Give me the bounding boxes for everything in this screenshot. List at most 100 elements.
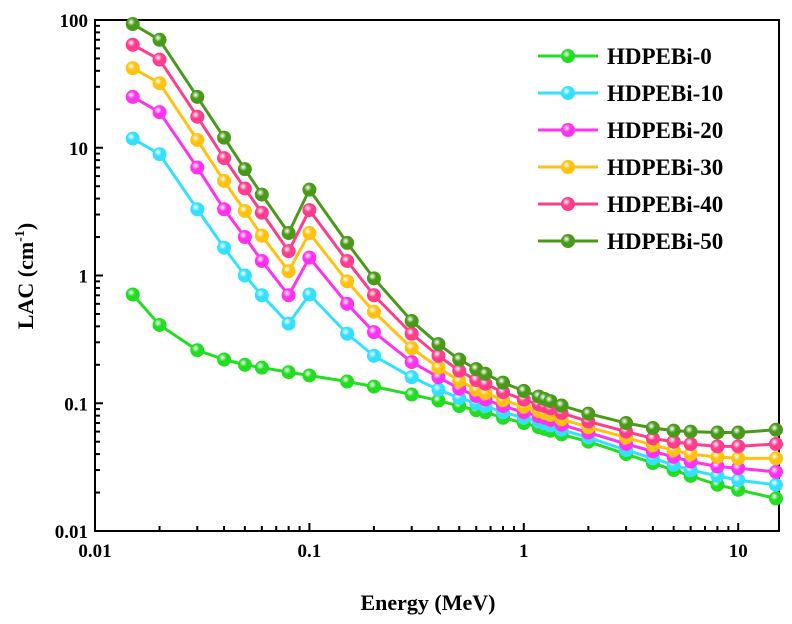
data-point (768, 422, 783, 437)
data-point (710, 439, 725, 454)
data-point (190, 89, 205, 104)
y-axis-title-prefix: LAC (cm (13, 242, 38, 329)
data-point (125, 17, 140, 32)
data-point (431, 382, 446, 397)
data-point (404, 341, 419, 356)
legend-label: HDPEBi-50 (607, 229, 723, 254)
data-point (152, 147, 167, 162)
data-point (340, 374, 355, 389)
data-point (366, 379, 381, 394)
data-point (125, 89, 140, 104)
data-point (125, 287, 140, 302)
legend-swatch-marker (561, 123, 575, 137)
data-point (302, 226, 317, 241)
data-point (683, 436, 698, 451)
legend-item: HDPEBi-50 (538, 229, 723, 254)
data-point (431, 337, 446, 352)
data-point (254, 288, 269, 303)
data-point (404, 314, 419, 329)
data-point (302, 368, 317, 383)
data-point (731, 425, 746, 440)
y-tick-label: 100 (60, 11, 89, 32)
data-point (404, 370, 419, 385)
axes-layer: 0.01 0.1 1 10 0.01 0.1 1 10 100 (55, 11, 780, 562)
data-point (666, 423, 681, 438)
data-point (302, 182, 317, 197)
data-point (254, 228, 269, 243)
data-point (768, 451, 783, 466)
legend: HDPEBi-0 HDPEBi-10 HDPEBi-20 HDPEBi-30 HDPEB… (538, 44, 723, 254)
data-point (683, 424, 698, 439)
data-point (366, 348, 381, 363)
legend-swatch-marker (561, 197, 575, 211)
data-point (281, 365, 296, 380)
data-point (281, 264, 296, 279)
data-point (190, 109, 205, 124)
series-layer (125, 17, 783, 506)
data-point (496, 375, 511, 390)
data-point (619, 416, 634, 431)
x-tick-label: 1 (519, 541, 529, 562)
data-point (190, 343, 205, 358)
data-point (340, 274, 355, 289)
data-point (768, 464, 783, 479)
y-tick-label: 0.1 (64, 394, 88, 415)
legend-label: HDPEBi-30 (607, 155, 723, 180)
data-point (731, 439, 746, 454)
y-axis-title: LAC (cm-1) (13, 223, 38, 329)
data-point (431, 360, 446, 375)
data-point (366, 271, 381, 286)
y-axis-title-suffix: ) (13, 223, 38, 230)
legend-label: HDPEBi-20 (607, 118, 723, 143)
data-point (340, 253, 355, 268)
x-tick-label: 0.1 (298, 541, 322, 562)
legend-swatch-marker (561, 234, 575, 248)
data-point (217, 352, 232, 367)
data-point (217, 151, 232, 166)
y-tick-label: 0.01 (55, 522, 88, 543)
data-point (452, 352, 467, 367)
data-point (302, 203, 317, 218)
data-point (281, 288, 296, 303)
data-point (217, 240, 232, 255)
data-point (190, 132, 205, 147)
legend-label: HDPEBi-0 (607, 44, 712, 69)
y-axis-title-sup: -1 (13, 230, 28, 242)
data-point (152, 76, 167, 91)
data-point (237, 203, 252, 218)
y-tick-label: 10 (69, 139, 88, 160)
data-point (281, 316, 296, 331)
legend-swatch-marker (561, 86, 575, 100)
series-line (132, 95, 777, 474)
data-point (366, 304, 381, 319)
data-point (152, 32, 167, 47)
data-point (768, 477, 783, 492)
data-point (404, 355, 419, 370)
data-point (152, 52, 167, 67)
data-point (125, 61, 140, 76)
data-point (431, 348, 446, 363)
data-point (217, 202, 232, 217)
legend-item: HDPEBi-0 (538, 44, 712, 69)
x-tick-label: 0.01 (78, 541, 111, 562)
x-tick-label: 10 (729, 541, 748, 562)
data-point (302, 250, 317, 265)
legend-swatch-marker (561, 160, 575, 174)
data-point (254, 187, 269, 202)
series-hdpebi-50 (125, 17, 783, 440)
data-point (731, 473, 746, 488)
data-point (281, 226, 296, 241)
legend-label: HDPEBi-10 (607, 81, 723, 106)
data-point (237, 181, 252, 196)
data-point (710, 425, 725, 440)
data-point (237, 230, 252, 245)
legend-item: HDPEBi-20 (538, 118, 723, 143)
data-point (281, 244, 296, 259)
series-hdpebi-20 (125, 89, 783, 479)
legend-item: HDPEBi-30 (538, 155, 723, 180)
data-point (302, 287, 317, 302)
data-point (237, 357, 252, 372)
data-point (516, 383, 531, 398)
data-point (190, 160, 205, 175)
